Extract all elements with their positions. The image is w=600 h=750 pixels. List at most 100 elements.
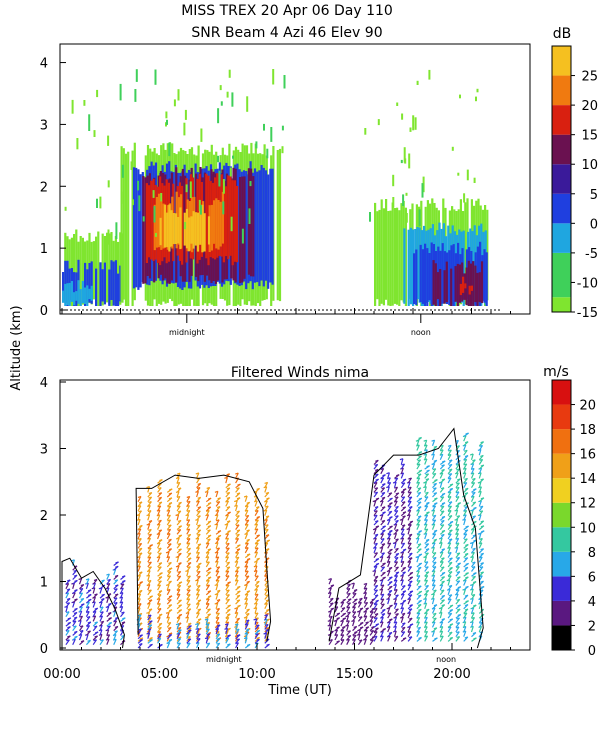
wind-barb-flag (168, 524, 172, 527)
wind-barb-flag (216, 501, 220, 504)
wind-barb-flag (235, 556, 240, 559)
wind-barb-flag (472, 459, 476, 462)
snr-cell (258, 170, 261, 287)
snr-cell (137, 169, 140, 290)
wind-barb-flag (246, 538, 250, 541)
wind-barb-flag (196, 565, 200, 569)
snr-cell (380, 199, 383, 304)
snr-cell (177, 217, 180, 244)
wind-barb-flag (177, 626, 182, 629)
wind-barb-flag (336, 612, 340, 615)
wind-barb-flag (167, 528, 171, 531)
snr-cell (443, 270, 446, 304)
wind-barb (400, 472, 405, 479)
snr-cell (393, 208, 396, 304)
wind-barb (470, 463, 475, 470)
wind-barb-flag (416, 579, 421, 582)
winds-title: Filtered Winds nima (231, 365, 369, 381)
wind-barb-flag (441, 618, 445, 621)
wind-barb (407, 547, 412, 554)
wind-barb-flag (197, 506, 201, 509)
snr-cell (84, 262, 87, 306)
wind-barb-flag (137, 603, 142, 606)
wind-barb (373, 580, 378, 586)
wind-barb (455, 593, 459, 600)
wind-barb-flag (418, 585, 422, 588)
wind-barb-flag (147, 614, 152, 617)
snr-marker-label: midnight (169, 328, 205, 337)
snr-cell (409, 227, 412, 305)
wind-barb-flag (74, 607, 78, 610)
wind-barb-flag (121, 611, 125, 614)
wind-barb-flag (336, 626, 340, 629)
wind-barb (424, 598, 427, 605)
wind-barb-flag (122, 575, 126, 578)
wind-barb-flag (342, 617, 346, 620)
snr-cell (210, 204, 213, 251)
wind-barb-flag (457, 478, 461, 481)
wind-barb (416, 556, 420, 563)
wind-barb (400, 537, 405, 544)
snr-ytick-label: 4 (40, 57, 48, 72)
wind-barb (157, 584, 162, 591)
wind-barb (407, 510, 412, 516)
wind-barb-flag (409, 571, 413, 574)
wind-barb-flag (139, 634, 143, 637)
wind-barb-flag (441, 548, 445, 551)
wind-barb-flag (196, 486, 201, 490)
snr-cell (253, 168, 257, 283)
wind-barb (352, 606, 356, 613)
wind-barb-flag (425, 491, 429, 494)
wind-barb-flag (465, 600, 469, 603)
wind-barb-flag (266, 539, 270, 542)
wind-barb-flag (416, 444, 420, 447)
wind-barb (186, 642, 191, 649)
wind-barb-flag (448, 538, 453, 541)
wind-barb-flag (399, 458, 404, 461)
wind-barb (137, 614, 142, 621)
wind-barb (424, 533, 428, 540)
wind-barb-flag (225, 621, 229, 624)
wind-barb-flag (178, 609, 182, 612)
wind-barb-flag (418, 548, 422, 551)
wind-barb-flag (108, 621, 112, 625)
wind-barb-flag (374, 552, 378, 555)
wind-barb-flag (448, 612, 452, 615)
wind-barb-flag (227, 581, 231, 584)
wind-barb-flag (473, 520, 477, 523)
snr-cell (441, 243, 444, 304)
wind-barb (254, 510, 259, 517)
snr-cell (103, 262, 106, 305)
wind-barb (424, 458, 428, 465)
wind-barb (431, 523, 436, 530)
wind-barb-flag (215, 519, 220, 522)
wind-barb-flag (464, 608, 469, 611)
wind-barb-flag (178, 501, 182, 504)
wind-barb (99, 639, 104, 646)
snr-cell (416, 227, 419, 300)
wind-barb-flag (395, 552, 399, 555)
wind-barb-flag (227, 613, 231, 616)
wind-barb (369, 639, 374, 646)
wind-barb-flag (401, 496, 405, 499)
wind-barb (166, 533, 171, 540)
wind-barb (431, 473, 437, 479)
snr-echo (457, 172, 460, 176)
wind-barb-flag (365, 626, 369, 629)
wind-barb-flag (408, 477, 412, 480)
wind-barb-flag (215, 570, 219, 573)
wind-barb-flag (417, 487, 421, 490)
wind-barb-flag (236, 492, 241, 495)
wind-barb (205, 598, 210, 605)
wind-barb (387, 533, 392, 540)
snr-echo (96, 89, 99, 98)
wind-barb-flag (197, 633, 201, 636)
wind-barb-flag (424, 626, 428, 629)
wind-barb-flag (381, 603, 385, 606)
wind-barb-flag (433, 538, 437, 541)
wind-barb-flag (359, 597, 363, 600)
snr-cell (99, 262, 102, 306)
snr-cell (163, 204, 167, 248)
wind-barb-flag (167, 570, 172, 573)
snr-region-13 (459, 276, 473, 296)
